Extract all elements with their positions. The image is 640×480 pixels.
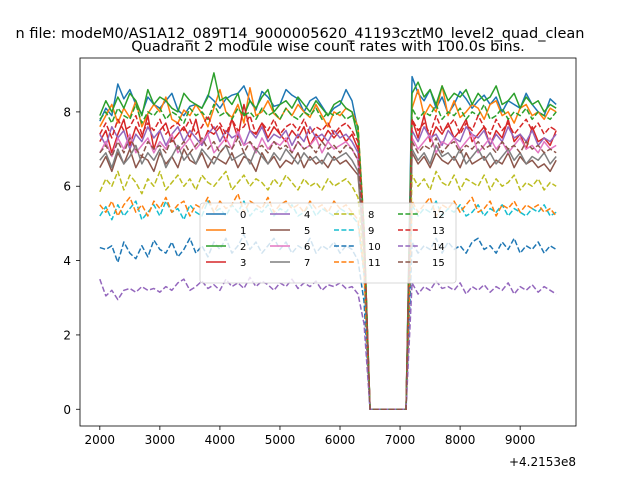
series-line-6 <box>99 129 557 411</box>
legend-label-10: 10 <box>368 242 381 253</box>
figure-suptitle: n file: modeM0/AS1A12_089T14_9000005620_… <box>16 26 585 42</box>
legend-box <box>199 202 457 284</box>
series-line-2 <box>99 72 557 411</box>
legend-label-2: 2 <box>240 242 246 253</box>
series-line-8 <box>99 170 557 411</box>
x-tick-label: 9000 <box>505 433 536 447</box>
series-line-7 <box>99 144 557 411</box>
y-tick-label: 0 <box>63 403 71 417</box>
legend-label-6: 6 <box>304 242 310 253</box>
series-layer <box>99 72 557 411</box>
series-line-11 <box>99 192 557 411</box>
y-tick-label: 2 <box>63 328 71 342</box>
y-axis: 0 2 4 6 8 <box>63 105 80 417</box>
series-line-13 <box>99 114 557 411</box>
y-tick-label: 8 <box>63 105 71 119</box>
x-tick-label: 3000 <box>145 433 176 447</box>
x-tick-label: 8000 <box>445 433 476 447</box>
legend-label-14: 14 <box>432 242 445 253</box>
series-line-14 <box>99 276 557 411</box>
legend-label-5: 5 <box>304 226 310 237</box>
x-tick-label: 4000 <box>205 433 236 447</box>
legend-label-13: 13 <box>432 226 445 237</box>
x-tick-label: 2000 <box>85 433 116 447</box>
x-tick-label: 7000 <box>385 433 416 447</box>
series-line-12 <box>99 103 557 411</box>
chart-title: Quadrant 2 module wise count rates with … <box>131 39 525 55</box>
y-tick-label: 6 <box>63 180 71 194</box>
y-tick-label: 4 <box>63 254 71 268</box>
series-line-10 <box>99 233 557 411</box>
x-tick-label: 6000 <box>325 433 356 447</box>
legend-label-4: 4 <box>304 210 310 221</box>
legend-label-8: 8 <box>368 210 374 221</box>
x-axis: 2000 3000 4000 5000 6000 7000 8000 9000 <box>85 426 536 447</box>
legend-label-15: 15 <box>432 258 445 269</box>
series-line-15 <box>99 137 557 411</box>
x-tick-label: 5000 <box>265 433 296 447</box>
legend-label-1: 1 <box>240 226 246 237</box>
legend-label-7: 7 <box>304 258 310 269</box>
x-axis-offset-label: +4.2153e8 <box>509 455 576 469</box>
series-line-3 <box>99 103 557 411</box>
legend-label-3: 3 <box>240 258 246 269</box>
plot-frame <box>79 57 577 427</box>
series-line-5 <box>99 148 557 411</box>
legend-label-12: 12 <box>432 210 445 221</box>
legend-label-11: 11 <box>368 258 381 269</box>
legend-label-9: 9 <box>368 226 374 237</box>
legend-label-0: 0 <box>240 210 246 221</box>
